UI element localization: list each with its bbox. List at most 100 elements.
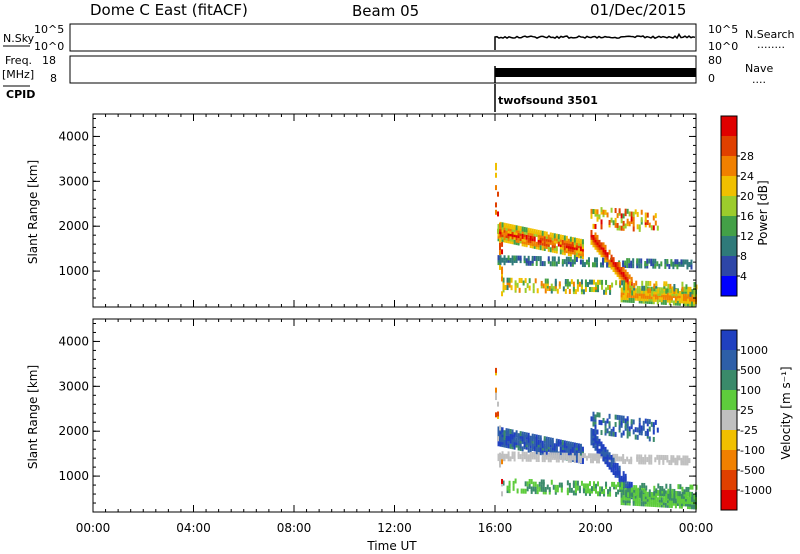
echo-cell (622, 454, 625, 460)
echo-cell (541, 230, 544, 236)
echo-cell (501, 491, 504, 497)
echo-cell (632, 216, 635, 222)
echo-cell (676, 288, 679, 294)
echo-cell (572, 286, 575, 292)
echo-cell (642, 420, 645, 426)
echo-cell (665, 281, 668, 287)
echo-cell (533, 434, 536, 440)
echo-cell (620, 267, 623, 273)
colorbar-tick-label: -100 (740, 444, 765, 457)
freq-label-top: Freq. (5, 54, 32, 67)
echo-cell (657, 288, 660, 294)
echo-cell (686, 264, 689, 270)
echo-cell (630, 419, 633, 425)
colorbar-frame (720, 329, 738, 511)
echo-cell (626, 456, 629, 462)
echo-cell (569, 256, 572, 262)
echo-cell (551, 240, 554, 246)
echo-cell (648, 258, 651, 264)
power-colorbar: 4 8 12 16 20 24 28 (720, 115, 754, 297)
echo-cell (511, 451, 514, 457)
echo-cell (497, 411, 500, 417)
echo-cell (636, 293, 639, 299)
echo-cell (610, 207, 613, 213)
echo-cell (600, 242, 603, 248)
echo-cell (559, 249, 562, 255)
echo-cell (691, 289, 694, 295)
echo-cell (639, 492, 642, 498)
echo-cell (652, 296, 655, 302)
echo-cell (533, 255, 536, 261)
echo-cell (681, 286, 684, 292)
echo-cell (653, 485, 656, 491)
colorbar-swatch (721, 390, 737, 411)
echo-cell (638, 263, 641, 269)
echo-cell (626, 218, 629, 224)
nsky-tick-bottom-right: 10^0 (708, 40, 738, 53)
echo-cell (654, 263, 657, 269)
echo-cell (608, 259, 611, 265)
echo-cell (632, 263, 635, 269)
echo-cell (588, 286, 591, 292)
echo-cell (526, 481, 529, 487)
freq-tick-bottom-left: 8 (50, 72, 57, 85)
echo-cell (497, 426, 500, 432)
echo-cell (611, 481, 614, 487)
x-tick-label: 08:00 (277, 521, 312, 535)
echo-cell (534, 486, 537, 492)
echo-cell (612, 220, 615, 226)
echo-cell (620, 225, 623, 231)
colorbar-tick-label: -1000 (740, 484, 772, 497)
echo-cell (614, 262, 617, 268)
echo-cell (556, 484, 559, 490)
echo-cell (623, 482, 626, 488)
echo-cell (629, 287, 632, 293)
echo-cell (506, 285, 509, 291)
echo-cell (594, 429, 597, 435)
echo-cell (503, 260, 506, 266)
echo-cell (536, 484, 539, 490)
echo-cell (654, 220, 657, 226)
colorbar-tick-label: 24 (740, 170, 754, 183)
echo-cell (651, 290, 654, 296)
echo-cell (598, 453, 601, 459)
echo-cell (552, 286, 555, 292)
nave-label: Nave (745, 62, 773, 75)
nsky-trace (494, 32, 696, 50)
echo-cell (606, 449, 609, 455)
echo-cell (508, 488, 511, 494)
beam-title: Beam 05 (352, 2, 419, 20)
echo-cell (533, 229, 536, 235)
echo-cell (670, 259, 673, 265)
echo-cell (628, 292, 631, 298)
power-y-axis: 1000 2000 3000 4000 (58, 117, 696, 308)
echo-cell (618, 456, 621, 462)
echo-cell (673, 493, 676, 499)
echo-cell (632, 493, 635, 499)
echo-cell (628, 488, 631, 494)
echo-cell (683, 489, 686, 495)
echo-cell (614, 462, 617, 468)
echo-cell (603, 289, 606, 295)
echo-cell (674, 498, 677, 504)
echo-cell (681, 486, 684, 492)
echo-cell (599, 491, 602, 497)
echo-cell (686, 298, 689, 304)
echo-cell (520, 277, 523, 283)
freq-label-bottom: [MHz] (2, 68, 34, 81)
echo-cell (495, 395, 497, 401)
echo-cell (588, 279, 591, 285)
echo-cell (605, 279, 608, 285)
echo-cell (600, 219, 603, 225)
echo-cell (665, 288, 668, 294)
echo-cell (656, 454, 659, 460)
echo-cell (584, 483, 587, 489)
echo-cell (634, 427, 637, 433)
echo-cell (505, 223, 508, 229)
echo-cell (624, 473, 627, 479)
echo-cell (594, 433, 597, 439)
echo-cell (596, 429, 599, 435)
echo-cell (589, 458, 592, 464)
echo-cell (527, 227, 530, 233)
echo-cell (572, 480, 575, 486)
